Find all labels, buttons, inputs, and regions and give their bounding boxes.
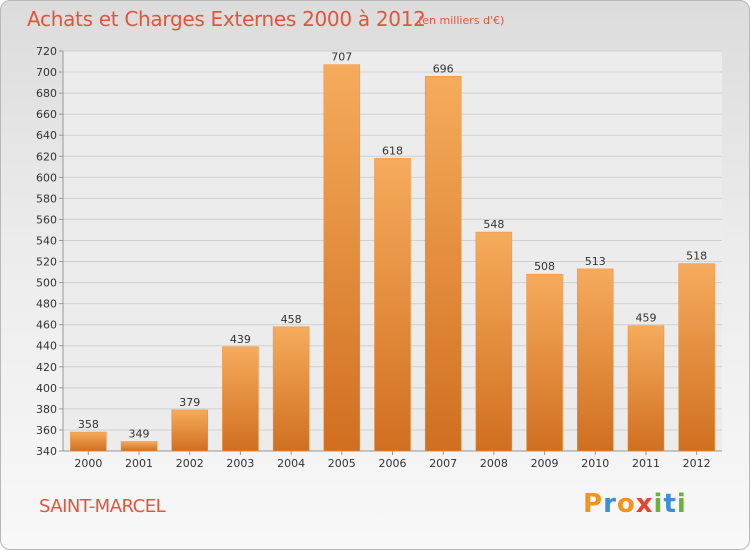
- y-tick-label: 500: [36, 277, 57, 290]
- bar: [678, 263, 715, 452]
- y-tick-label: 420: [36, 361, 57, 374]
- x-tick-label: 2008: [480, 457, 508, 470]
- y-tick-label: 640: [36, 129, 57, 142]
- chart-title: Achats et Charges Externes 2000 à 2012: [27, 7, 426, 31]
- bar: [171, 409, 208, 452]
- y-tick-label: 520: [36, 256, 57, 269]
- bar: [272, 326, 310, 452]
- y-tick-label: 360: [36, 424, 57, 437]
- bar: [120, 441, 158, 452]
- data-label: 349: [129, 428, 150, 441]
- y-tick-label: 440: [36, 340, 57, 353]
- logo-letter: o: [616, 489, 636, 519]
- y-tick-label: 480: [36, 298, 57, 311]
- data-label: 458: [281, 313, 302, 326]
- x-tick-label: 2004: [277, 457, 305, 470]
- logo-letter: r: [603, 489, 617, 519]
- bars: 358 349 379 439 458 707 618 696 548 508 513 459 518: [70, 51, 715, 452]
- y-tick-label: 720: [36, 45, 57, 58]
- data-label: 707: [331, 51, 352, 64]
- data-label: 508: [534, 260, 555, 273]
- x-tick-label: 2001: [125, 457, 153, 470]
- data-label: 379: [179, 396, 200, 409]
- bar: [323, 64, 361, 452]
- logo-letter: P: [583, 489, 604, 519]
- data-label: 358: [78, 418, 99, 431]
- y-tick-label: 340: [36, 445, 57, 458]
- y-tick-label: 620: [36, 150, 57, 163]
- y-tick-label: 580: [36, 192, 57, 205]
- chart-subtitle: (en milliers d'€): [418, 14, 505, 27]
- data-label: 518: [686, 250, 707, 263]
- x-axis: 2000 2001 2002 2003 2004 2005 2006 2007 2008 2009…: [74, 451, 711, 470]
- bar: [222, 346, 259, 452]
- data-label: 513: [585, 255, 606, 268]
- y-tick-label: 400: [36, 382, 57, 395]
- x-tick-label: 2002: [176, 457, 204, 470]
- commune-name: SAINT-MARCEL: [39, 496, 166, 517]
- y-tick-label: 460: [36, 319, 57, 332]
- bar: [374, 158, 411, 452]
- x-tick-label: 2005: [328, 457, 356, 470]
- data-label: 696: [433, 62, 454, 75]
- y-tick-label: 700: [36, 66, 57, 79]
- bar: [70, 431, 107, 452]
- y-tick-label: 540: [36, 234, 57, 247]
- bar: [627, 325, 665, 452]
- x-tick-label: 2007: [429, 457, 457, 470]
- data-label: 459: [635, 312, 656, 325]
- logo-letter: i: [676, 489, 687, 519]
- bar: [526, 273, 563, 452]
- y-tick-label: 680: [36, 87, 57, 100]
- x-tick-label: 2003: [226, 457, 254, 470]
- x-tick-label: 2006: [379, 457, 407, 470]
- bar: [424, 76, 462, 452]
- bar: [475, 231, 513, 452]
- y-tick-label: 380: [36, 403, 57, 416]
- logo-letter: t: [663, 489, 677, 519]
- x-tick-label: 2011: [632, 457, 660, 470]
- logo-letter: i: [653, 489, 664, 519]
- y-tick-label: 560: [36, 213, 57, 226]
- x-tick-label: 2009: [531, 457, 559, 470]
- x-tick-label: 2010: [581, 457, 609, 470]
- y-tick-label: 660: [36, 108, 57, 121]
- data-label: 618: [382, 144, 403, 157]
- data-label: 439: [230, 333, 251, 346]
- bar: [577, 268, 614, 452]
- data-label: 548: [483, 218, 504, 231]
- x-tick-label: 2000: [74, 457, 102, 470]
- proxiti-logo: Proxiti: [583, 489, 687, 519]
- logo-letter: x: [635, 489, 654, 519]
- y-tick-label: 600: [36, 171, 57, 184]
- x-tick-label: 2012: [683, 457, 711, 470]
